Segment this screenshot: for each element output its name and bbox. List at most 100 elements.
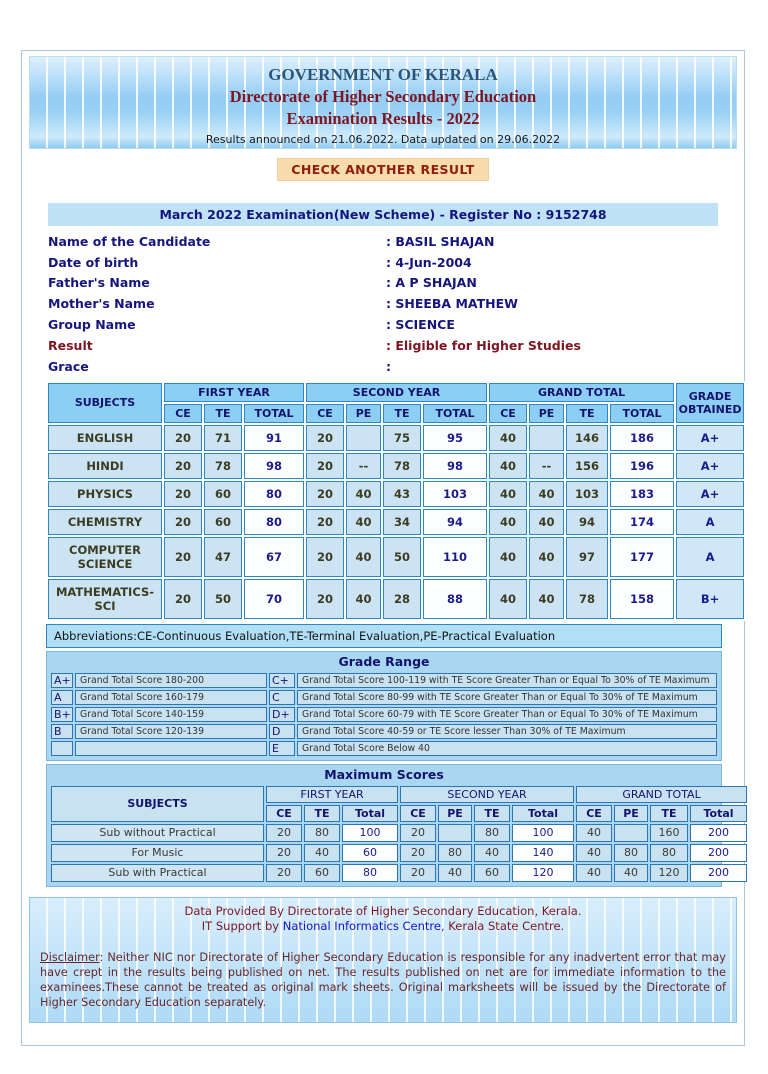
grade-desc-cell: Grand Total Score 60-79 with TE Score Gr… bbox=[297, 706, 717, 722]
max-score-label-cell: Sub without Practical bbox=[51, 823, 264, 842]
total-score-cell: 95 bbox=[423, 424, 488, 451]
detail-label: Mother's Name bbox=[48, 296, 155, 312]
abbreviations-bar: Abbreviations:CE-Continuous Evaluation,T… bbox=[46, 623, 722, 648]
max-score-cell: 80 bbox=[304, 823, 340, 842]
max-total-cell: 200 bbox=[690, 863, 748, 882]
max-score-row: For Music 20 40 60 20 80 40 140 40 80 80 200 bbox=[51, 843, 748, 862]
max-score-cell: 40 bbox=[438, 863, 473, 882]
max-score-cell: 40 bbox=[576, 863, 613, 882]
score-cell: 40 bbox=[529, 480, 565, 507]
footer-support-line: IT Support by National Informatics Centr… bbox=[40, 919, 726, 935]
detail-row: Name of the Candidate: BASIL SHAJAN bbox=[48, 231, 718, 252]
max-score-label-cell: For Music bbox=[51, 843, 264, 862]
grade-obtained-cell: B+ bbox=[676, 578, 745, 619]
score-cell: 28 bbox=[383, 578, 422, 619]
total-score-cell: 70 bbox=[244, 578, 305, 619]
max-score-cell: 20 bbox=[266, 863, 302, 882]
subject-name-cell: COMPUTER SCIENCE bbox=[48, 536, 162, 577]
component-header-cell: PE bbox=[346, 403, 382, 423]
detail-label: Grace bbox=[48, 358, 89, 374]
score-cell: 20 bbox=[164, 536, 202, 577]
detail-label: Name of the Candidate bbox=[48, 233, 211, 249]
score-cell: -- bbox=[346, 452, 382, 479]
score-cell: 40 bbox=[489, 536, 528, 577]
max-total-cell: 120 bbox=[512, 863, 575, 882]
max-score-cell: 20 bbox=[400, 823, 437, 842]
max-score-cell: 80 bbox=[614, 843, 649, 862]
score-cell: 20 bbox=[164, 480, 202, 507]
max-score-cell: 120 bbox=[650, 863, 689, 882]
max-score-cell: 40 bbox=[304, 843, 340, 862]
total-score-cell: 174 bbox=[610, 508, 675, 535]
grade-range-row: A Grand Total Score 160-179 C Grand Total S… bbox=[51, 689, 717, 705]
grade-header-cell: GRADE OBTAINED bbox=[676, 382, 745, 423]
score-cell: 40 bbox=[346, 536, 382, 577]
score-cell: 20 bbox=[306, 578, 345, 619]
check-another-result-row: CHECK ANOTHER RESULT bbox=[22, 149, 744, 182]
footer-provider-line: Data Provided By Directorate of Higher S… bbox=[184, 903, 582, 918]
score-cell: 78 bbox=[383, 452, 422, 479]
component-header-cell: Total bbox=[342, 804, 399, 822]
score-cell: 94 bbox=[566, 508, 609, 535]
score-cell: 47 bbox=[204, 536, 242, 577]
score-cell: 40 bbox=[529, 536, 565, 577]
subject-name-cell: ENGLISH bbox=[48, 424, 162, 451]
detail-label: Group Name bbox=[48, 317, 136, 333]
detail-value: : bbox=[386, 358, 391, 374]
nic-link[interactable]: National Informatics Centre bbox=[282, 919, 441, 934]
detail-row: Result: Eligible for Higher Studies bbox=[48, 335, 718, 356]
grade-letter-cell: D+ bbox=[269, 706, 295, 722]
total-score-cell: 94 bbox=[423, 508, 488, 535]
total-score-cell: 98 bbox=[423, 452, 488, 479]
check-another-result-button[interactable]: CHECK ANOTHER RESULT bbox=[277, 158, 489, 181]
header-row: SUBJECTS FIRST YEAR SECOND YEAR GRAND TOTAL bbox=[51, 785, 748, 822]
directorate-title: Directorate of Higher Secondary Educatio… bbox=[229, 87, 537, 106]
detail-value: : Eligible for Higher Studies bbox=[386, 337, 581, 353]
score-cell: 20 bbox=[164, 508, 202, 535]
score-cell: 50 bbox=[204, 578, 242, 619]
score-cell: 40 bbox=[346, 508, 382, 535]
subject-row: MATHEMATICS-SCI 20 50 70 20 40 28 88 40 40 78 158 B+ bbox=[48, 578, 745, 619]
year-group-header: FIRST YEAR bbox=[164, 382, 305, 402]
grade-desc-cell: Grand Total Score 120-139 bbox=[75, 723, 267, 739]
max-score-cell: 80 bbox=[650, 843, 689, 862]
page-footer: Data Provided By Directorate of Higher S… bbox=[29, 896, 737, 1024]
score-cell: 60 bbox=[204, 508, 242, 535]
score-cell: 40 bbox=[346, 578, 382, 619]
grade-letter-cell: B bbox=[51, 723, 73, 739]
total-score-cell: 158 bbox=[610, 578, 675, 619]
max-score-cell: 20 bbox=[266, 843, 302, 862]
total-score-cell: 186 bbox=[610, 424, 675, 451]
detail-row: Mother's Name: SHEEBA MATHEW bbox=[48, 293, 718, 314]
exam-results-title: Examination Results - 2022 bbox=[286, 109, 480, 128]
grade-letter-cell: A+ bbox=[51, 672, 73, 688]
score-cell bbox=[529, 424, 565, 451]
grade-range-row: A+ Grand Total Score 180-200 C+ Grand Total… bbox=[51, 672, 717, 688]
footer-support-prefix: IT Support by bbox=[201, 919, 283, 934]
score-cell: 78 bbox=[204, 452, 242, 479]
disclaimer-paragraph: Disclaimer: Neither NIC nor Directorate … bbox=[40, 950, 726, 1011]
grade-desc-cell: Grand Total Score 80-99 with TE Score Gr… bbox=[297, 689, 717, 705]
component-header-cell: TOTAL bbox=[244, 403, 305, 423]
component-header-cell: CE bbox=[266, 804, 302, 822]
score-cell: 20 bbox=[306, 424, 345, 451]
grade-desc-cell: Grand Total Score Below 40 bbox=[297, 740, 717, 756]
grade-letter-cell bbox=[51, 740, 73, 756]
subject-row: HINDI 20 78 98 20 -- 78 98 40 -- 156 196 A+ bbox=[48, 452, 745, 479]
detail-value: : 4-Jun-2004 bbox=[386, 254, 472, 270]
detail-row: Group Name: SCIENCE bbox=[48, 314, 718, 335]
detail-row: Grace: bbox=[48, 356, 718, 377]
grade-desc-cell: Grand Total Score 160-179 bbox=[75, 689, 267, 705]
score-cell: 40 bbox=[529, 578, 565, 619]
subjects-header-cell: SUBJECTS bbox=[51, 785, 264, 822]
subjects-marks-table: SUBJECTS FIRST YEAR SECOND YEAR GRAND TOTAL… bbox=[46, 380, 747, 621]
component-header-cell: PE bbox=[438, 804, 473, 822]
score-cell: 40 bbox=[489, 508, 528, 535]
score-cell: 40 bbox=[489, 480, 528, 507]
page-header: GOVERNMENT OF KERALA Directorate of High… bbox=[29, 56, 737, 149]
maximum-scores-body: Sub without Practical 20 80 100 20 80 100 40 160… bbox=[51, 823, 748, 882]
max-total-cell: 100 bbox=[512, 823, 575, 842]
score-cell: 20 bbox=[306, 508, 345, 535]
total-score-cell: 98 bbox=[244, 452, 305, 479]
subheader-row: CE TE Total CE PE TE Total CE PE TE Total bbox=[51, 804, 748, 822]
